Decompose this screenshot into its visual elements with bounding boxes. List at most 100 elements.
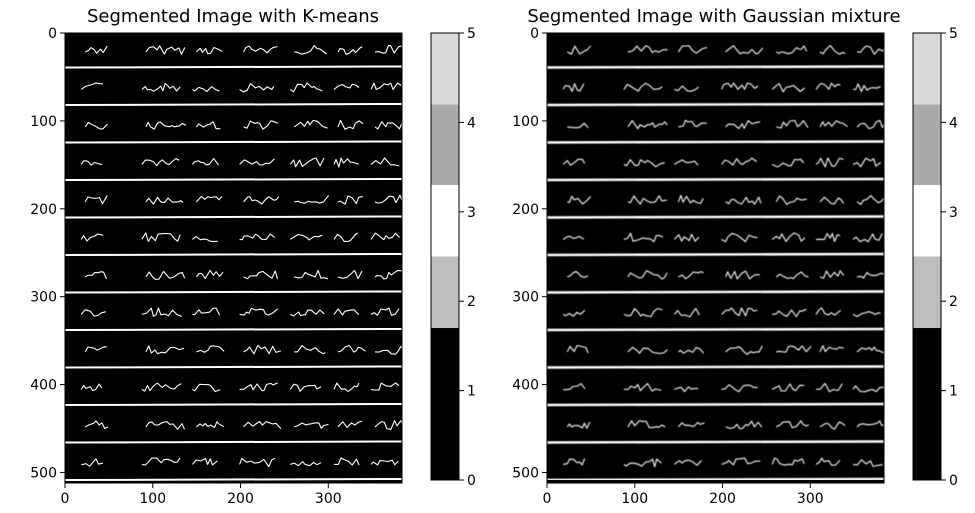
colorbar-level: [431, 256, 459, 329]
handwritten-word: [775, 420, 810, 429]
handwritten-word: [852, 385, 885, 393]
ruled-line: [546, 290, 885, 294]
handwritten-word: [239, 158, 275, 166]
x-tick-label: 0: [61, 491, 70, 507]
handwritten-word: [145, 345, 185, 355]
handwritten-word: [141, 307, 182, 318]
handwritten-word: [196, 421, 225, 429]
handwritten-word: [294, 344, 326, 355]
handwritten-word: [776, 119, 809, 129]
handwritten-word: [370, 82, 402, 91]
handwritten-word: [84, 195, 108, 205]
ruled-line: [64, 440, 403, 444]
x-tick-label: 300: [797, 491, 824, 507]
handwritten-word: [333, 83, 360, 90]
handwritten-word: [141, 232, 181, 242]
ruled-line: [546, 477, 885, 482]
handwritten-word: [776, 345, 812, 353]
handwritten-word: [721, 384, 758, 393]
colorbar-level: [431, 104, 459, 185]
handwritten-word: [374, 270, 403, 280]
handwritten-word: [370, 459, 399, 466]
gmm-x-axis: 0 100 200 300: [543, 483, 824, 507]
handwritten-word: [145, 421, 186, 430]
handwritten-word: [81, 458, 104, 467]
handwritten-word: [141, 382, 182, 392]
handwritten-word: [145, 196, 184, 205]
y-tick-label: 0: [530, 26, 539, 42]
handwritten-word: [627, 346, 668, 355]
handwritten-word: [239, 382, 278, 392]
handwritten-word: [333, 308, 360, 316]
handwritten-word: [815, 157, 844, 168]
ruled-line: [546, 140, 885, 144]
colorbar-level: [431, 328, 459, 480]
colorbar-level: [913, 328, 941, 480]
kmeans-y-axis: 0 100 200 300 400 500: [30, 26, 65, 481]
ruled-line: [546, 440, 885, 444]
ruled-line: [546, 215, 885, 219]
handwritten-word: [84, 420, 109, 430]
handwritten-word: [337, 420, 363, 428]
handwritten-word: [623, 159, 665, 168]
y-tick-label: 400: [512, 378, 539, 394]
handwritten-word: [623, 382, 662, 392]
handwritten-word: [852, 311, 881, 318]
y-tick-label: 300: [30, 290, 57, 306]
handwritten-word: [721, 307, 758, 317]
handwritten-word: [674, 386, 699, 393]
handwritten-word: [725, 345, 763, 355]
handwritten-word: [374, 45, 403, 54]
handwritten-word: [337, 195, 364, 205]
handwritten-word: [80, 82, 103, 90]
ruled-line: [64, 478, 403, 481]
colorbar-tick-label: 2: [467, 294, 476, 310]
handwritten-word: [819, 196, 845, 205]
handwritten-word: [677, 421, 705, 428]
handwritten-word: [294, 422, 329, 429]
ruled-line: [546, 327, 885, 332]
ruled-line: [64, 140, 403, 144]
handwritten-word: [337, 46, 363, 55]
colorbar-level: [913, 184, 941, 257]
handwritten-word: [856, 119, 887, 130]
gmm-title: Segmented Image with Gaussian mixture: [527, 6, 900, 27]
colorbar-tick-label: 1: [467, 384, 476, 400]
handwritten-word: [852, 233, 883, 243]
handwritten-word: [239, 83, 275, 93]
handwritten-word: [374, 420, 405, 430]
handwritten-word: [370, 232, 400, 241]
handwritten-word: [563, 383, 586, 391]
handwritten-word: [141, 457, 181, 466]
handwritten-word: [141, 157, 180, 167]
handwritten-word: [771, 457, 805, 466]
handwritten-word: [84, 346, 107, 353]
y-tick-label: 400: [30, 378, 57, 394]
kmeans-image-frame: [64, 32, 403, 484]
handwritten-word: [289, 383, 322, 392]
handwritten-word: [243, 344, 282, 355]
handwritten-word: [725, 120, 761, 130]
handwritten-word: [678, 347, 705, 354]
handwritten-word: [80, 383, 103, 391]
handwritten-word: [562, 158, 586, 166]
handwritten-word: [771, 232, 806, 242]
handwritten-word: [852, 83, 881, 93]
handwritten-word: [294, 269, 329, 280]
handwritten-word: [627, 195, 667, 205]
y-tick-label: 100: [30, 114, 57, 130]
handwritten-word: [239, 307, 278, 316]
handwritten-word: [293, 119, 328, 129]
ruled-line: [64, 178, 403, 181]
handwritten-word: [673, 233, 700, 242]
handwritten-word: [192, 383, 221, 393]
handwritten-word: [623, 82, 663, 92]
handwritten-word: [673, 307, 700, 318]
handwritten-word: [370, 157, 400, 167]
colorbar-tick-label: 2: [949, 294, 958, 310]
handwritten-word: [289, 309, 325, 317]
y-tick-label: 200: [512, 202, 539, 218]
handwritten-word: [856, 420, 886, 428]
kmeans-title: Segmented Image with K-means: [87, 6, 379, 27]
